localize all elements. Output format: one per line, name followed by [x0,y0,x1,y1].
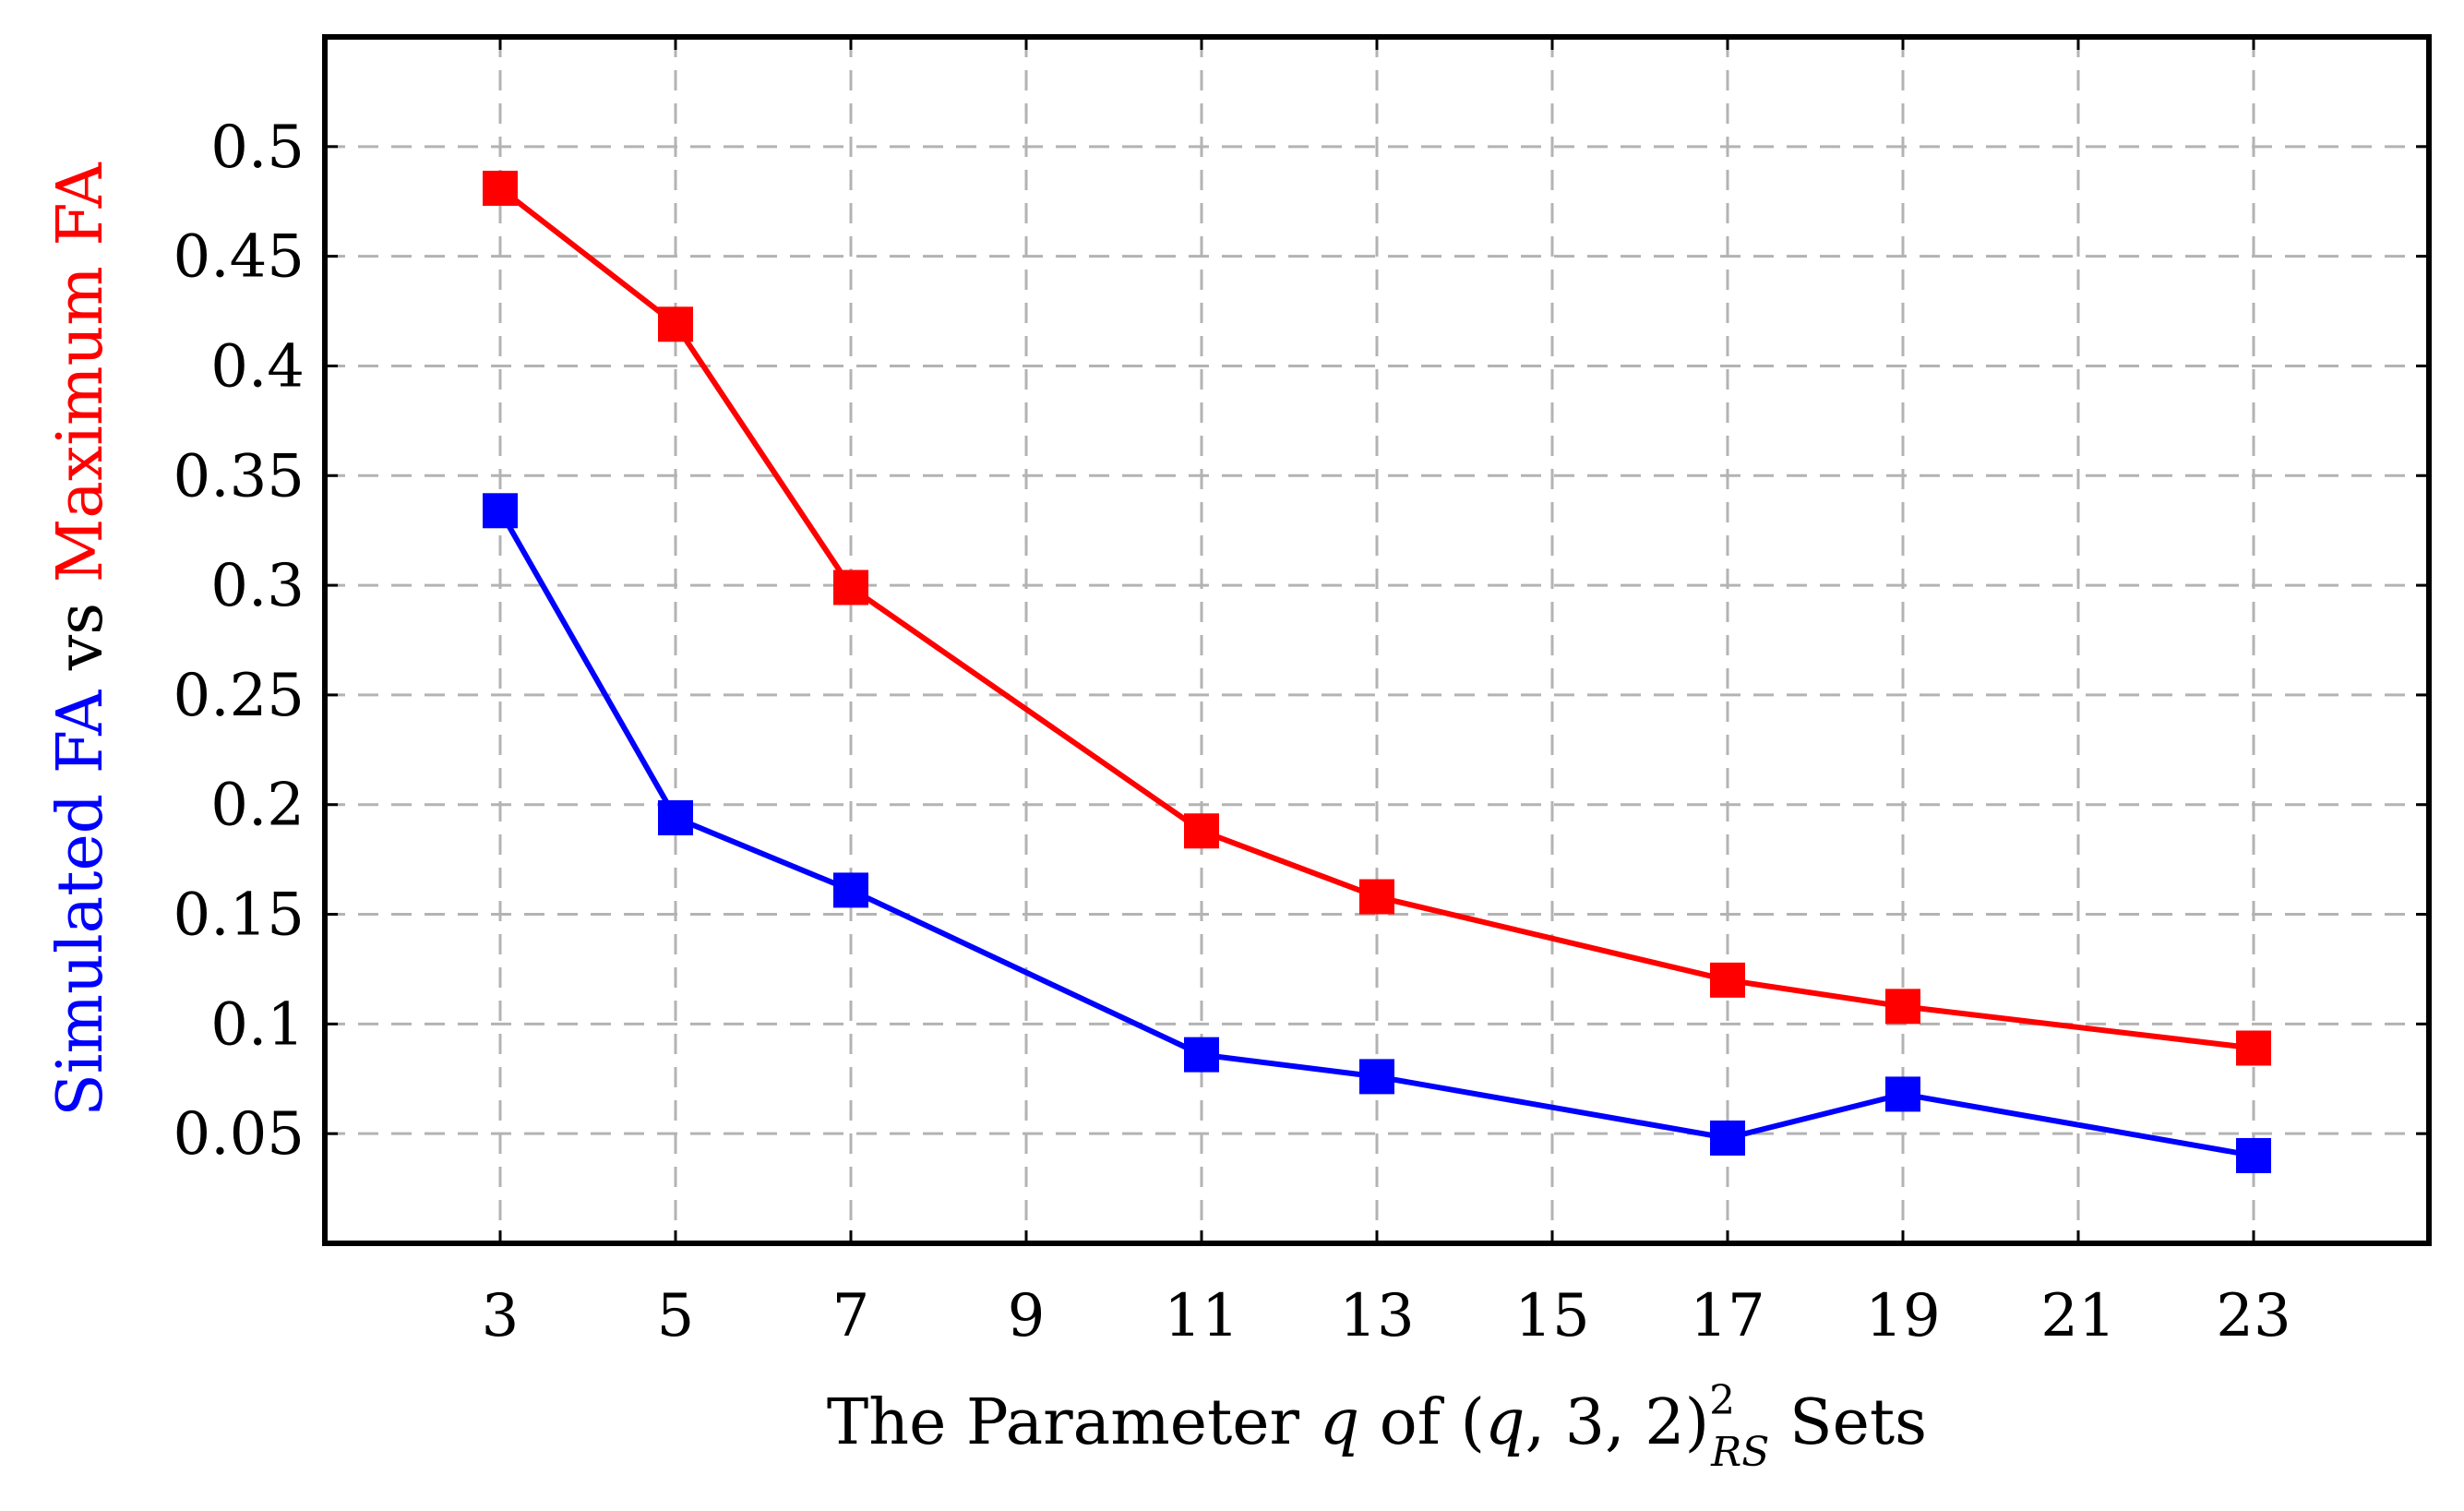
data-point-simulated-fa [658,799,693,835]
y-tick-label: 0.45 [173,223,305,292]
x-tick-label: 11 [1164,1282,1238,1350]
data-point-maximum-fa [483,170,518,206]
x-tick-label: 19 [1865,1282,1940,1350]
series-group [483,170,2271,1173]
x-tick-label: 17 [1690,1282,1764,1350]
x-axis-label-var: q [1320,1386,1360,1459]
x-axis-label-tuple: , 3, 2) [1525,1386,1710,1459]
y-tick-label: 0.25 [173,662,305,730]
data-point-simulated-fa [483,493,518,529]
x-tick-label: 7 [832,1282,870,1350]
series-line-maximum-fa [498,186,2255,1051]
y-axis-label-maximum: Maximum FA [44,162,117,582]
x-tick-label: 13 [1339,1282,1414,1350]
y-tick-label: 0.05 [173,1100,305,1169]
series-maximum-fa [483,170,2271,1066]
data-point-maximum-fa [2236,1030,2271,1066]
data-point-maximum-fa [833,570,868,606]
x-axis-label-sup: 2 [1709,1377,1735,1424]
x-tick-label: 5 [657,1282,695,1350]
series-simulated-fa [483,493,2271,1173]
x-tick-label: 9 [1008,1282,1046,1350]
data-point-simulated-fa [1184,1037,1219,1073]
x-axis-label: The Parameter q of (q, 3, 2)2 RS Sets [827,1377,1927,1476]
data-point-maximum-fa [1184,813,1219,849]
y-axis-label: Simulated FA vs Maximum FA [44,162,117,1116]
data-point-simulated-fa [2236,1137,2271,1173]
x-axis-label-sub: RS [1710,1429,1769,1476]
data-point-simulated-fa [1359,1059,1394,1095]
y-axis-label-vs: vs [44,582,117,690]
x-tick-label: 3 [482,1282,520,1350]
data-point-maximum-fa [1359,879,1394,915]
y-tick-label: 0.15 [173,881,305,950]
x-tick-label: 23 [2216,1282,2291,1350]
y-tick-label: 0.1 [210,990,305,1059]
x-axis-label-prefix: The Parameter [827,1386,1320,1459]
x-axis-label-suffix: Sets [1769,1386,1927,1459]
series-line-simulated-fa [497,509,2255,1158]
data-point-simulated-fa [1710,1120,1745,1156]
y-tick-label: 0.4 [210,332,305,401]
data-point-maximum-fa [1710,962,1745,998]
x-tick-label: 21 [2040,1282,2115,1350]
grid [325,37,2429,1243]
x-axis-label-var2: q [1485,1386,1525,1459]
x-axis-label-mid: of ( [1359,1386,1485,1459]
data-point-maximum-fa [1885,989,1920,1025]
data-point-simulated-fa [1885,1076,1920,1112]
y-tick-label: 0.2 [210,772,305,840]
data-point-maximum-fa [658,306,693,342]
x-tick-label: 15 [1514,1282,1589,1350]
y-axis-label-simulated: Simulated FA [44,690,117,1117]
y-tick-label: 0.5 [210,114,305,182]
y-tick-label: 0.3 [210,552,305,620]
y-tick-label: 0.35 [173,442,305,510]
ticks: 3 5 7 9 11 13 15 17 19 21 23 0.05 0.1 0.15 0.2 0.25 0.3 0… [173,37,2429,1350]
data-point-simulated-fa [833,872,868,908]
